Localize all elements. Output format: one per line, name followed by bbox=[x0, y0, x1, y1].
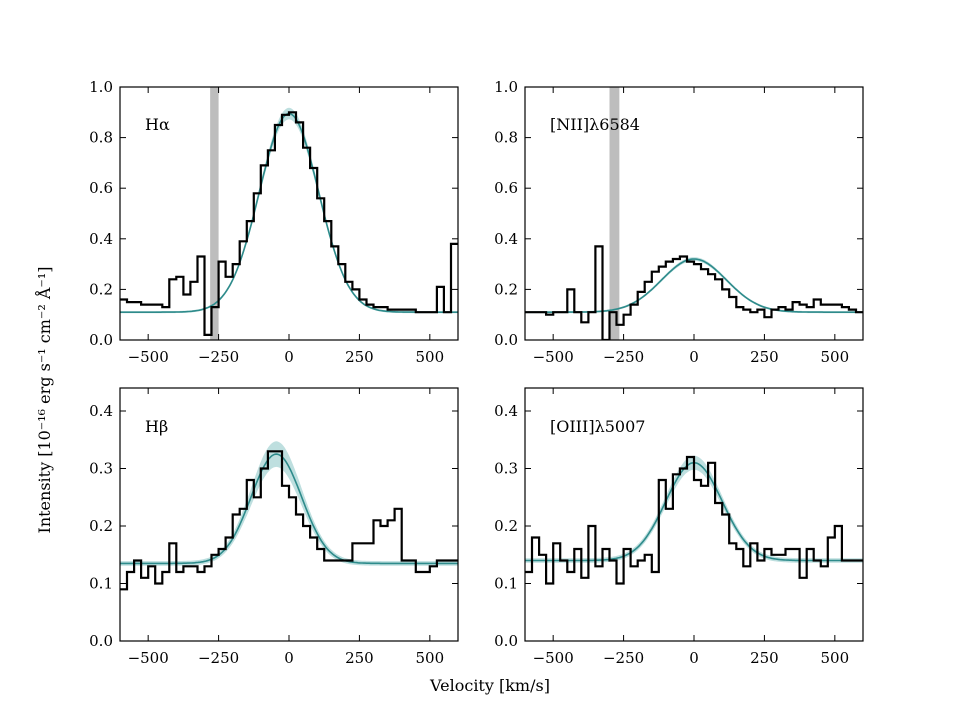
y-tick-label: 0.4 bbox=[494, 402, 518, 420]
panel-0: −500 −250 0 250 500 0.0 0.2 0.4 0.6 0.8 1.0 Hα bbox=[89, 78, 459, 366]
y-tick-label: 0.8 bbox=[494, 129, 518, 147]
x-tick-label: 0 bbox=[689, 348, 699, 366]
axes-frame bbox=[119, 86, 459, 341]
x-tick-label: 250 bbox=[750, 348, 779, 366]
plot-area bbox=[525, 455, 863, 585]
panel-line-label: [OIII]λ5007 bbox=[550, 417, 645, 436]
masked-region bbox=[210, 87, 219, 340]
x-tick-label: 250 bbox=[345, 649, 374, 667]
y-tick-label: 1.0 bbox=[89, 78, 113, 96]
y-tick-label: 0.4 bbox=[89, 230, 113, 248]
observed-spectrum-step bbox=[120, 111, 458, 336]
y-tick-label: 0.8 bbox=[89, 129, 113, 147]
mcmc-fit-band bbox=[120, 107, 458, 314]
observed-spectrum-step bbox=[525, 455, 863, 585]
axes-frame bbox=[119, 387, 459, 642]
x-tick-label: 500 bbox=[821, 649, 850, 667]
x-tick-label: −500 bbox=[533, 348, 574, 366]
mcmc-fit-band bbox=[120, 441, 458, 566]
y-tick-label: 0.1 bbox=[494, 575, 518, 593]
y-tick-label: 1.0 bbox=[494, 78, 518, 96]
x-axis-label: Velocity [km/s] bbox=[429, 676, 550, 695]
y-tick-label: 0.4 bbox=[494, 230, 518, 248]
plot-area bbox=[525, 87, 863, 340]
model-fit-line bbox=[120, 112, 458, 314]
y-tick-label: 0.2 bbox=[89, 517, 113, 535]
y-tick-label: 0.1 bbox=[89, 575, 113, 593]
panels-group: −500 −250 0 250 5000.00.20.40.60.81.0Hα−500−… bbox=[89, 78, 864, 667]
x-tick-label: −250 bbox=[603, 348, 644, 366]
x-tick-label: −500 bbox=[533, 649, 574, 667]
x-tick-label: 0 bbox=[284, 649, 294, 667]
y-tick-label: 0.2 bbox=[89, 280, 113, 298]
x-tick-label: −500 bbox=[128, 348, 169, 366]
x-tick-label: −250 bbox=[603, 649, 644, 667]
x-tick-label: 500 bbox=[821, 348, 850, 366]
x-tick-label: −250 bbox=[198, 649, 239, 667]
y-axis-label: Intensity [10⁻¹⁶ erg s⁻¹ cm⁻² Å⁻¹] bbox=[34, 266, 54, 533]
x-tick-label: 500 bbox=[416, 348, 445, 366]
panel-1: −500 −250 0 250 500 0.0 0.2 0.4 0.6 0.8 1.0 [NII]λ6… bbox=[494, 78, 864, 366]
x-tick-label: 0 bbox=[689, 649, 699, 667]
x-tick-label: 500 bbox=[416, 649, 445, 667]
panel-line-label: [NII]λ6584 bbox=[550, 115, 640, 134]
panel-line-label: Hα bbox=[145, 115, 170, 134]
y-tick-label: 0.6 bbox=[89, 179, 113, 197]
panel-line-label: Hβ bbox=[145, 417, 168, 436]
x-tick-label: 250 bbox=[345, 348, 374, 366]
y-tick-label: 0.3 bbox=[494, 460, 518, 478]
y-tick-label: 0.4 bbox=[89, 402, 113, 420]
observed-spectrum-step bbox=[525, 245, 863, 340]
y-tick-label: 0.0 bbox=[89, 331, 113, 349]
x-tick-label: 250 bbox=[750, 649, 779, 667]
x-tick-label: −250 bbox=[198, 348, 239, 366]
x-tick-label: −500 bbox=[128, 649, 169, 667]
y-tick-label: 0.6 bbox=[494, 179, 518, 197]
plot-area bbox=[120, 87, 458, 340]
mcmc-fit-band bbox=[525, 257, 863, 314]
observed-spectrum-step bbox=[120, 450, 458, 591]
y-tick-label: 0.0 bbox=[494, 632, 518, 650]
y-tick-label: 0.2 bbox=[494, 280, 518, 298]
y-tick-label: 0.0 bbox=[89, 632, 113, 650]
model-fit-line bbox=[525, 258, 863, 314]
y-tick-label: 0.3 bbox=[89, 460, 113, 478]
x-tick-label: 0 bbox=[284, 348, 294, 366]
panel-2: −500 −250 0 250 500 0.0 0.1 0.2 0.3 0.4 Hβ bbox=[89, 387, 459, 667]
y-tick-label: 0.0 bbox=[494, 331, 518, 349]
panel-3: −500 −250 0 250 500 0.0 0.1 0.2 0.3 0.4 [OIII]λ500… bbox=[494, 387, 864, 667]
y-tick-label: 0.2 bbox=[494, 517, 518, 535]
masked-region bbox=[609, 87, 620, 340]
plot-area bbox=[120, 441, 458, 591]
